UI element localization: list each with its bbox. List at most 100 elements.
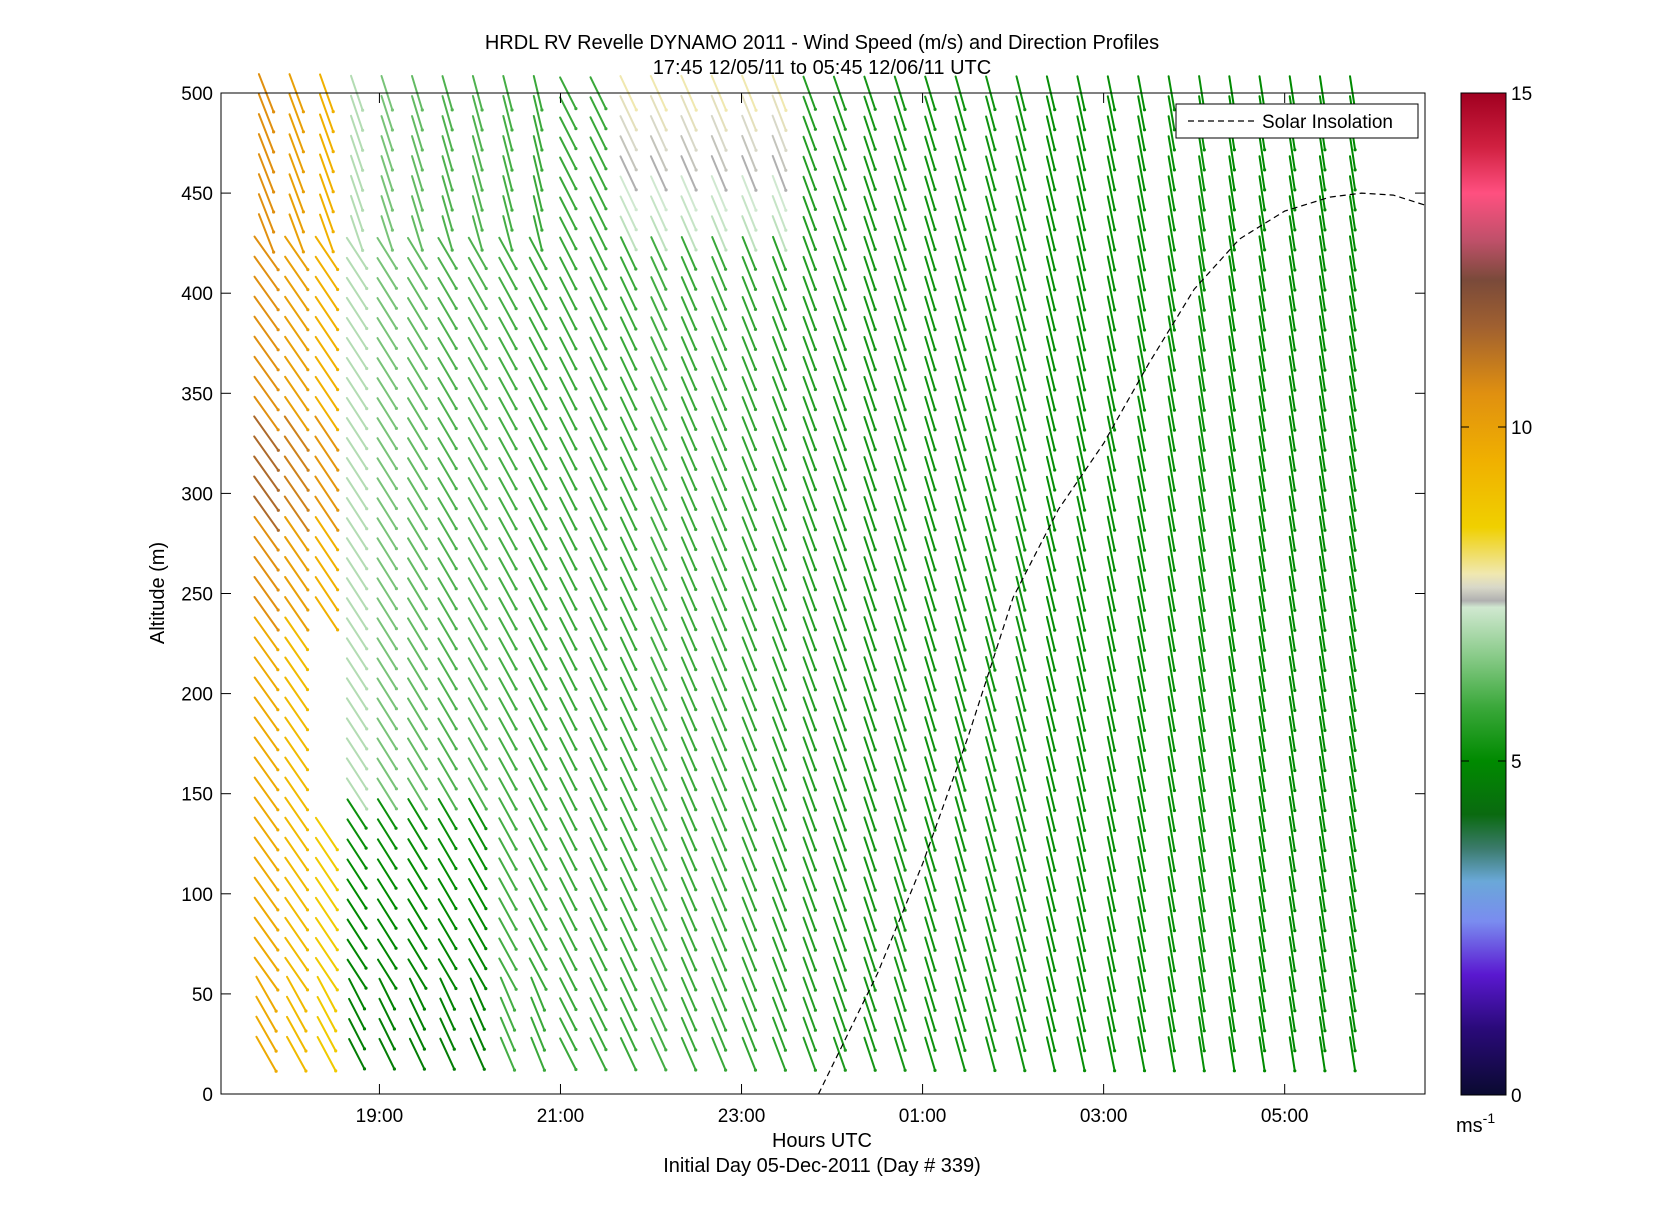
wind-vector <box>1349 715 1357 752</box>
wind-vector <box>559 536 577 570</box>
wind-vector <box>253 956 279 991</box>
wind-vector-head <box>1353 468 1357 472</box>
wind-vector-head <box>1263 788 1267 793</box>
wind-vector-head <box>903 448 907 452</box>
wind-vector-head <box>514 967 518 971</box>
wind-vector-head <box>933 608 937 612</box>
wind-vector <box>985 956 996 992</box>
wind-vector <box>741 656 757 691</box>
wind-vector <box>924 756 936 792</box>
wind-vector <box>619 736 637 771</box>
wind-vector-head <box>450 168 454 172</box>
wind-vector-head <box>933 588 937 592</box>
wind-vector-head <box>843 187 847 191</box>
wind-vector-head <box>993 528 997 532</box>
wind-vector-head <box>634 208 638 212</box>
wind-vector <box>528 296 547 330</box>
wind-vector <box>1076 155 1086 191</box>
wind-vector <box>1076 615 1086 652</box>
wind-vector <box>376 517 398 550</box>
wind-vector-head <box>843 628 847 632</box>
wind-vector <box>589 757 607 791</box>
wind-vector <box>772 256 787 291</box>
wind-vector-head <box>1053 848 1057 853</box>
wind-vector <box>985 215 996 251</box>
wind-vector <box>985 355 996 391</box>
wind-vector-head <box>873 1048 877 1052</box>
wind-vector-head <box>424 707 428 711</box>
wind-vector <box>1106 655 1116 692</box>
wind-vector-head <box>390 188 394 192</box>
wind-vector <box>1228 856 1236 892</box>
wind-vector <box>439 997 456 1031</box>
wind-vector <box>619 636 637 671</box>
wind-vector-head <box>604 187 608 191</box>
wind-vector-head <box>544 607 548 611</box>
wind-vector <box>619 316 637 351</box>
wind-vector-head <box>1232 588 1236 592</box>
wind-vector <box>772 956 787 992</box>
wind-vector-head <box>1202 688 1206 693</box>
wind-vector-head <box>544 647 548 651</box>
wind-vector <box>1167 415 1176 452</box>
wind-vector <box>407 737 428 770</box>
wind-vector-head <box>903 588 907 592</box>
wind-vector <box>437 657 458 690</box>
wind-vector-head <box>1113 748 1117 753</box>
wind-vector-head <box>993 948 997 953</box>
wind-vector-head <box>1263 728 1267 733</box>
wind-vector <box>314 355 339 391</box>
y-tick-label: 250 <box>181 585 213 606</box>
wind-vector-head <box>454 507 458 511</box>
wind-vector <box>1045 1016 1056 1052</box>
wind-vector <box>832 356 847 391</box>
wind-vector-head <box>392 1047 396 1051</box>
wind-vector <box>1045 916 1056 952</box>
wind-vector <box>1349 455 1357 492</box>
wind-vector-head <box>1323 548 1327 552</box>
wind-vector-head <box>933 187 937 192</box>
wind-vector-head <box>574 627 578 631</box>
wind-vector-head <box>903 508 907 512</box>
wind-vector-head <box>873 828 877 832</box>
wind-vector <box>985 736 996 772</box>
wind-vector <box>650 556 667 591</box>
wind-vector-head <box>694 407 698 411</box>
wind-vector <box>1045 115 1056 151</box>
wind-vector <box>772 636 787 671</box>
wind-vector-head <box>873 127 877 131</box>
wind-vector <box>345 417 368 450</box>
wind-vector <box>467 517 488 550</box>
wind-vector <box>1045 455 1056 491</box>
wind-vector <box>772 976 787 1012</box>
wind-vector-head <box>484 827 488 831</box>
wind-vector <box>1349 635 1357 672</box>
wind-vector-head <box>1083 328 1087 332</box>
wind-vector <box>1288 495 1296 532</box>
wind-vector-head <box>544 947 548 951</box>
wind-vector-head <box>1113 989 1117 993</box>
wind-vector-head <box>933 107 937 111</box>
x-tick-label: 19:00 <box>356 1106 404 1127</box>
wind-vector-head <box>334 1049 338 1053</box>
wind-vector <box>1258 495 1266 532</box>
wind-vector <box>772 316 787 351</box>
wind-vector-head <box>813 528 818 532</box>
wind-vector-head <box>1323 909 1327 913</box>
wind-vector <box>1288 755 1296 792</box>
wind-vector <box>924 616 936 651</box>
wind-vector <box>741 114 757 152</box>
wind-vector <box>346 878 367 910</box>
wind-vector-head <box>694 527 698 532</box>
wind-vector <box>1015 335 1026 371</box>
wind-vector <box>1318 175 1326 211</box>
wind-vector <box>1198 655 1206 692</box>
wind-vector <box>437 577 458 610</box>
wind-vector-head <box>634 287 638 291</box>
wind-vector-head <box>754 168 758 172</box>
wind-vector-head <box>634 848 638 852</box>
wind-vector <box>559 436 577 470</box>
wind-vector-head <box>933 348 937 352</box>
wind-vector <box>348 1018 366 1050</box>
